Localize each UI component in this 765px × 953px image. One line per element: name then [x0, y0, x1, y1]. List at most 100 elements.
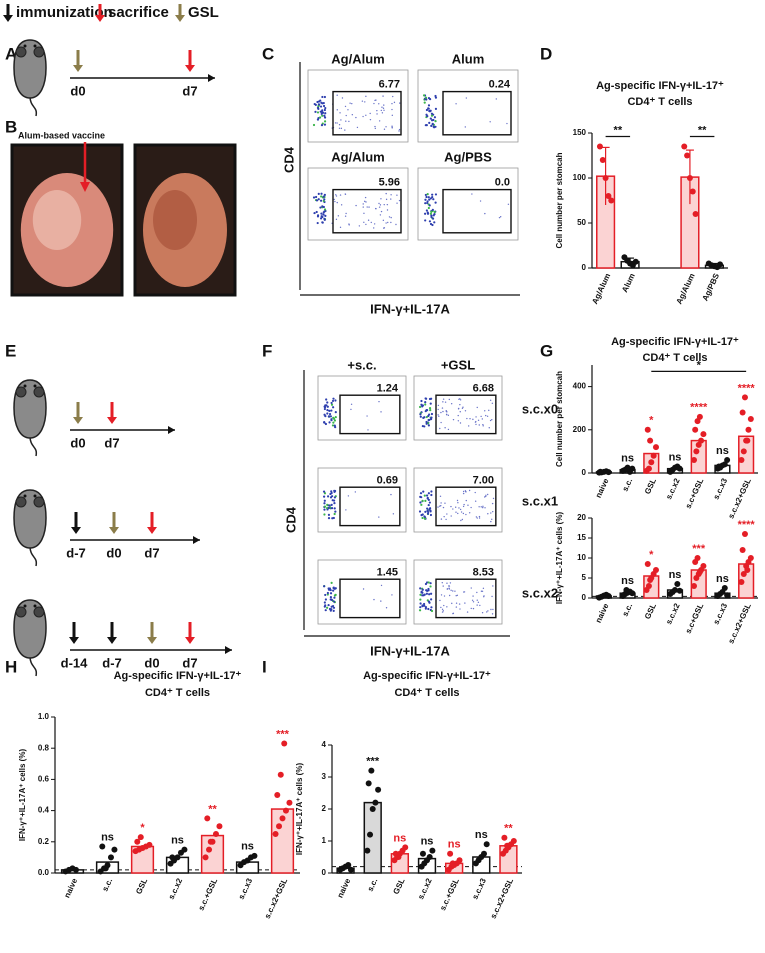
- data-point: [674, 581, 681, 587]
- flow-event: [323, 95, 327, 99]
- flow-event: [322, 205, 325, 209]
- flow-event: [448, 585, 450, 587]
- flow-event: [424, 582, 428, 586]
- flow-event: [329, 596, 333, 599]
- y-tick-label: 0: [322, 868, 327, 877]
- flow-event: [456, 499, 459, 502]
- flow-event: [452, 590, 454, 592]
- flow-event: [330, 581, 333, 584]
- y-tick-label: 0: [582, 263, 587, 272]
- flow-event: [442, 585, 444, 587]
- flow-event: [326, 606, 329, 609]
- flow-event: [327, 415, 330, 418]
- flow-event: [427, 97, 431, 100]
- flow-event: [344, 129, 346, 131]
- data-point: [741, 531, 748, 537]
- data-point: [644, 426, 651, 433]
- day-label: d7: [182, 655, 197, 670]
- y-tick-label: 50: [577, 218, 586, 227]
- significance: ns: [716, 573, 729, 585]
- flow-event: [455, 511, 457, 513]
- flow-event: [350, 408, 352, 411]
- flow-event: [428, 198, 431, 201]
- data-point: [676, 587, 683, 594]
- flow-event: [385, 222, 387, 224]
- flow-event: [423, 101, 426, 104]
- flow-event: [362, 588, 365, 590]
- day-label: d-7: [66, 545, 86, 560]
- flow-event: [339, 194, 342, 196]
- flow-event: [430, 214, 433, 217]
- y-tick-label: 0.4: [38, 806, 50, 815]
- flow-title: Ag/Alum: [331, 51, 384, 66]
- data-point: [169, 854, 176, 861]
- flow-event: [419, 598, 422, 601]
- flow-event: [423, 212, 427, 215]
- flow-event: [427, 104, 431, 107]
- flow-event: [323, 505, 327, 508]
- flow-event: [426, 115, 429, 118]
- data-point: [629, 590, 636, 597]
- gate-value: 0.24: [489, 78, 511, 90]
- flow-event: [319, 99, 322, 102]
- flow-event: [482, 425, 484, 427]
- flow-event: [323, 585, 326, 588]
- flow-event: [323, 120, 327, 123]
- flow-event: [395, 223, 397, 226]
- significance: ns: [393, 832, 406, 844]
- data-point: [174, 854, 181, 861]
- flow-event: [419, 492, 423, 495]
- data-point: [274, 792, 281, 798]
- flow-event: [426, 201, 429, 205]
- flow-event: [461, 407, 464, 409]
- flow-event: [381, 112, 384, 114]
- data-point: [347, 866, 354, 873]
- flow-event: [429, 409, 432, 412]
- flow-event: [315, 199, 319, 202]
- flow-event: [442, 398, 445, 400]
- flow-event: [347, 109, 349, 111]
- flow-event: [323, 495, 326, 498]
- flow-event: [323, 421, 326, 424]
- arrow-head: [69, 637, 79, 644]
- flow-event: [452, 612, 454, 615]
- flow-event: [429, 197, 432, 200]
- data-point: [456, 857, 463, 864]
- flow-event: [465, 499, 467, 502]
- flow-event: [481, 418, 484, 420]
- flow-event: [386, 203, 389, 206]
- flow-event: [482, 423, 484, 426]
- flow-event: [323, 502, 326, 505]
- flow-event: [481, 612, 484, 614]
- data-point: [721, 585, 728, 591]
- chart-title: CD4⁺ T cells: [627, 96, 692, 108]
- flow-event: [322, 490, 326, 493]
- flow-event: [322, 213, 325, 216]
- data-point: [623, 587, 630, 593]
- flow-event: [322, 211, 325, 214]
- flow-event: [332, 416, 335, 419]
- flow-event: [362, 206, 364, 208]
- flow-event: [444, 502, 446, 504]
- flow-event: [338, 123, 341, 126]
- flow-event: [450, 505, 452, 508]
- flow-event: [396, 194, 398, 196]
- flow-event: [324, 593, 327, 597]
- flow-event: [367, 429, 369, 431]
- flow-event: [460, 511, 463, 513]
- data-point: [700, 563, 707, 569]
- data-point: [480, 850, 487, 857]
- flow-event: [332, 606, 336, 609]
- flow-event: [313, 102, 316, 106]
- flow-event: [422, 602, 426, 606]
- flow-event: [427, 196, 430, 199]
- flow-event: [482, 506, 484, 509]
- legend-label: immunization: [16, 4, 113, 21]
- significance: ns: [621, 575, 634, 587]
- flow-event: [340, 127, 343, 130]
- flow-event: [332, 600, 336, 603]
- flow-event: [391, 108, 393, 111]
- flow-event: [329, 598, 332, 601]
- flow-event: [429, 582, 432, 585]
- gate: [435, 394, 497, 435]
